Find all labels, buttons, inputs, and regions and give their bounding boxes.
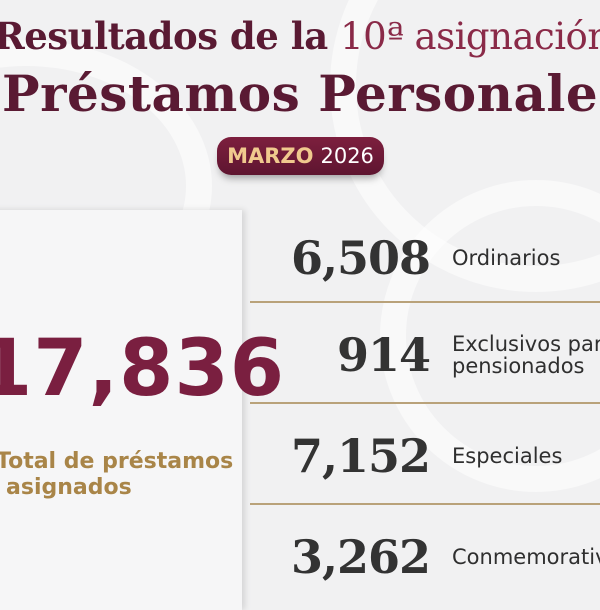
- category-row-pensionados: 914 Exclusivos para pensionados: [250, 305, 600, 405]
- category-label-line-1: Especiales: [452, 444, 563, 468]
- category-value: 7,152: [290, 429, 431, 483]
- divider: [250, 301, 600, 303]
- category-label-line-2: pensionados: [452, 354, 585, 378]
- badge-year: 2026: [320, 144, 374, 168]
- category-label: Especiales: [452, 406, 562, 506]
- divider: [250, 503, 600, 505]
- headline-line-1: Resultados de la 10ª asignación: [0, 14, 600, 58]
- divider: [250, 402, 600, 404]
- total-panel: [0, 210, 242, 610]
- category-row-ordinarios: 6,508 Ordinarios: [250, 208, 600, 308]
- headline-line-2: Préstamos Personales: [2, 64, 600, 123]
- category-label-line-1: Ordinarios: [452, 246, 561, 270]
- category-label-line-1: Exclusivos para: [452, 332, 600, 356]
- total-label-line-1: Total de préstamos: [0, 449, 234, 474]
- category-row-especiales: 7,152 Especiales: [250, 406, 600, 506]
- headline-accent: 10ª asignación: [340, 15, 600, 58]
- category-value: 914: [336, 328, 431, 382]
- total-label-line-2: asignados: [6, 475, 132, 500]
- category-label: Exclusivos para pensionados: [452, 305, 600, 405]
- category-label-line-1: Conmemorativos: [452, 545, 600, 569]
- date-badge: MARZO 2026: [217, 137, 384, 175]
- headline-prefix: Resultados de la: [0, 14, 328, 58]
- total-value: 17,836: [0, 324, 285, 414]
- category-label: Conmemorativos: [452, 507, 600, 607]
- badge-month: MARZO: [227, 144, 314, 168]
- category-label: Ordinarios: [452, 208, 560, 308]
- category-row-conmemorativos: 3,262 Conmemorativos: [250, 507, 600, 607]
- category-value: 6,508: [290, 231, 431, 285]
- total-label: Total de préstamos asignados: [0, 449, 233, 501]
- category-value: 3,262: [290, 530, 431, 584]
